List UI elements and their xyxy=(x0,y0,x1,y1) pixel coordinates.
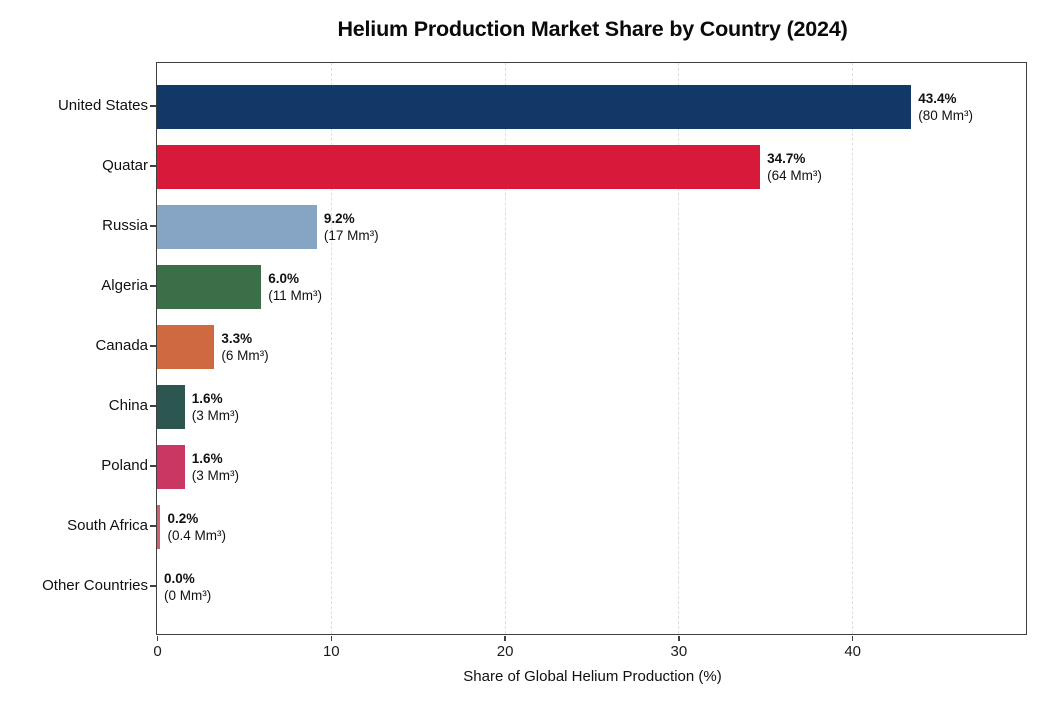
bar-volume-other-countries: (0 Mm³) xyxy=(164,588,212,603)
bar-value-label-poland: 1.6% (3 Mm³) xyxy=(192,450,239,484)
bar-percent-china: 1.6% xyxy=(191,391,223,406)
bar-value-label-south-africa: 0.2% (0.4 Mm³) xyxy=(167,510,226,544)
category-label-quatar: Quatar xyxy=(102,157,148,174)
bar-percent-algeria: 6.0% xyxy=(268,271,300,286)
bar-value-label-china: 1.6% (3 Mm³) xyxy=(192,390,239,424)
x-tick-label-40: 40 xyxy=(844,643,862,660)
bar-volume-algeria: (11 Mm³) xyxy=(268,288,323,303)
bar-canada xyxy=(157,325,215,369)
x-tick-0 xyxy=(156,636,159,641)
x-tick-label-20: 20 xyxy=(496,643,514,660)
y-tick-poland xyxy=(150,465,156,467)
bar-russia xyxy=(157,205,317,249)
bar-volume-south-africa: (0.4 Mm³) xyxy=(167,528,226,543)
category-label-china: China xyxy=(108,397,148,414)
bar-value-label-other-countries: 0.0% (0 Mm³) xyxy=(164,570,211,604)
bar-volume-united-states: (80 Mm³) xyxy=(918,108,974,123)
y-tick-other-countries xyxy=(150,585,156,587)
x-tick-10 xyxy=(330,636,333,641)
bar-volume-quatar: (64 Mm³) xyxy=(767,168,822,183)
bar-poland xyxy=(157,445,185,489)
bar-volume-poland: (3 Mm³) xyxy=(191,468,240,483)
category-label-united-states: United States xyxy=(57,97,148,114)
bar-percent-other-countries: 0.0% xyxy=(164,571,195,586)
category-label-other-countries: Other Countries xyxy=(42,577,148,594)
bar-percent-south-africa: 0.2% xyxy=(167,511,199,526)
bar-volume-canada: (6 Mm³) xyxy=(221,348,269,363)
bar-value-label-united-states: 43.4% (80 Mm³) xyxy=(918,90,973,124)
bar-volume-china: (3 Mm³) xyxy=(191,408,240,423)
x-tick-30 xyxy=(678,636,680,641)
category-label-poland: Poland xyxy=(101,457,148,474)
category-label-algeria: Algeria xyxy=(101,277,148,294)
bar-value-label-canada: 3.3% (6 Mm³) xyxy=(221,330,268,364)
bar-percent-canada: 3.3% xyxy=(221,331,253,346)
bar-percent-russia: 9.2% xyxy=(323,211,355,226)
x-tick-label-0: 0 xyxy=(153,643,162,660)
y-tick-china xyxy=(150,405,156,407)
y-tick-canada xyxy=(150,345,156,347)
x-axis-title: Share of Global Helium Production (%) xyxy=(463,668,722,685)
bar-algeria xyxy=(157,265,262,309)
bar-percent-poland: 1.6% xyxy=(191,451,223,466)
plot-area: 43.4% (80 Mm³) 34.7% (64 Mm³) 9.2% (17 Mm³) 6.… xyxy=(156,62,1027,635)
chart-title: Helium Production Market Share by Countr… xyxy=(337,17,848,41)
x-tick-label-10: 10 xyxy=(322,643,340,660)
bar-percent-quatar: 34.7% xyxy=(767,151,806,166)
category-label-south-africa: South Africa xyxy=(67,517,148,534)
gridline-40 xyxy=(852,63,854,634)
y-tick-south-africa xyxy=(150,525,156,527)
y-tick-quatar xyxy=(150,165,156,167)
x-tick-20 xyxy=(504,636,506,641)
bar-volume-russia: (17 Mm³) xyxy=(323,228,379,243)
category-label-russia: Russia xyxy=(102,217,148,234)
bar-value-label-algeria: 6.0% (11 Mm³) xyxy=(268,270,322,304)
y-tick-algeria xyxy=(150,285,156,287)
bar-quatar xyxy=(157,145,761,189)
y-tick-russia xyxy=(150,225,156,227)
gridline-30 xyxy=(678,63,680,634)
bar-percent-united-states: 43.4% xyxy=(918,91,957,106)
category-label-canada: Canada xyxy=(95,337,148,354)
x-tick-label-30: 30 xyxy=(670,643,688,660)
bar-united-states xyxy=(157,85,912,129)
gridline-20 xyxy=(504,63,506,634)
bar-south-africa xyxy=(157,505,161,549)
bar-china xyxy=(157,385,185,429)
gridline-10 xyxy=(330,63,332,634)
x-tick-40 xyxy=(851,636,854,641)
y-tick-united-states xyxy=(150,105,156,107)
bar-value-label-russia: 9.2% (17 Mm³) xyxy=(324,210,379,244)
bar-value-label-quatar: 34.7% (64 Mm³) xyxy=(767,150,822,184)
